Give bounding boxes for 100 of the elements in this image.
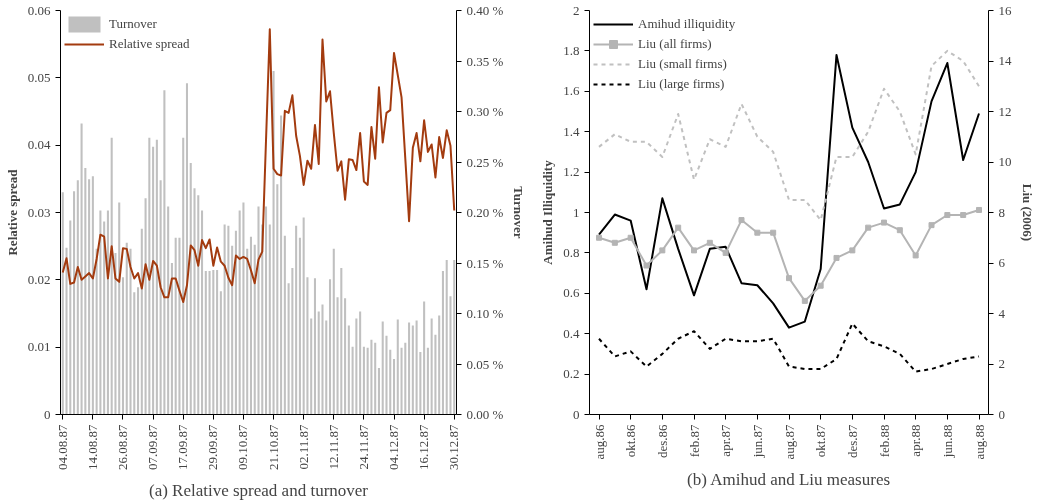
y2-tick-label: 0.20 % (466, 205, 504, 220)
bar (359, 311, 362, 415)
point (754, 229, 761, 236)
bar (408, 322, 411, 415)
x-tick-label: 12.11.87 (325, 424, 341, 470)
bar (106, 210, 109, 415)
bar (283, 235, 286, 415)
y2-tick-label: 0.25 % (466, 154, 504, 170)
bar (347, 325, 350, 415)
point (770, 229, 777, 236)
x-tick-label: 17.09.87 (175, 424, 191, 470)
point (675, 224, 682, 231)
bar (415, 320, 418, 415)
bar (155, 139, 158, 415)
bar (268, 224, 271, 415)
x-tick-label: 30.12.87 (446, 424, 462, 470)
bar (370, 339, 373, 415)
point (960, 212, 967, 219)
point (944, 212, 951, 219)
bar (61, 192, 64, 415)
bar (355, 318, 358, 415)
y-tick-label: 0.6 (563, 285, 580, 301)
bar (381, 321, 384, 415)
x-tick-label: 24.11.87 (355, 424, 371, 470)
bar (76, 180, 79, 415)
x-tick-label: 04.08.87 (54, 424, 70, 470)
x-tick-label: des.87 (844, 424, 860, 459)
x-tick-label: jun.87 (749, 424, 765, 459)
x-tick-label: okt.87 (813, 424, 829, 458)
y-axis-title: Amihud Illiquidity (540, 159, 556, 265)
bar (445, 259, 448, 415)
x-tick-label: aug.86 (591, 424, 607, 460)
bar (392, 358, 396, 415)
bar (125, 242, 128, 415)
y2-axis-title: Liu (2006) (1019, 183, 1035, 242)
x-tick-label: 02.11.87 (295, 424, 311, 470)
legend-label: Liu (small firms) (638, 56, 727, 72)
bar (212, 270, 215, 415)
bar (344, 298, 347, 415)
x-tick-label: 07.09.87 (145, 424, 161, 470)
bar (185, 83, 189, 415)
point (928, 222, 935, 229)
bar (295, 225, 298, 415)
point (849, 247, 856, 254)
y-tick-label: 1.8 (563, 42, 580, 58)
bar (140, 228, 143, 415)
y2-tick-label: 8 (998, 204, 1005, 220)
x-tick-label: 14.08.87 (84, 424, 100, 470)
bar (163, 90, 166, 415)
line-series (598, 49, 980, 222)
x-tick-label: jun.88 (939, 424, 955, 459)
y2-tick-label: 0.30 % (466, 104, 504, 119)
x-tick-label: des.86 (654, 424, 670, 459)
point (611, 239, 618, 246)
y-tick-label: 0.06 (27, 2, 51, 18)
y-tick-label: 0.04 (27, 137, 51, 153)
bar (453, 259, 456, 415)
legend-label: Turnover (109, 16, 157, 32)
point (659, 247, 666, 254)
bar (340, 268, 343, 415)
x-tick-label: 21.10.87 (265, 424, 281, 470)
point (706, 239, 713, 246)
bar (313, 278, 316, 415)
legend-label: Relative spread (109, 36, 190, 52)
x-tick-label: 16.12.87 (416, 424, 432, 470)
bar (257, 206, 260, 415)
y-tick-label: 2 (573, 2, 580, 18)
bar (438, 315, 441, 415)
point (627, 234, 634, 241)
bar (216, 270, 219, 415)
y-tick-label: 0.01 (27, 339, 51, 355)
point (976, 206, 982, 213)
bar (310, 318, 313, 415)
bar (88, 179, 91, 415)
bar (430, 318, 433, 415)
x-tick-label: feb.88 (876, 424, 892, 458)
bar (377, 368, 380, 415)
y-tick-label: 1.2 (563, 164, 580, 180)
point (722, 249, 729, 256)
x-tick-label: feb.87 (686, 424, 702, 458)
bar (249, 236, 253, 415)
y-tick-label: 1.6 (563, 83, 580, 99)
bar (223, 224, 226, 415)
y-tick-label: 0.02 (27, 271, 51, 287)
line-series (598, 53, 980, 329)
bar (201, 210, 204, 415)
point (896, 227, 903, 234)
x-tick-label: apr.88 (908, 424, 924, 457)
point (833, 254, 840, 261)
y2-tick-label: 0.05 % (466, 356, 504, 372)
bar (103, 221, 106, 415)
y2-tick-label: 2 (998, 356, 1005, 371)
x-tick-label: 29.09.87 (205, 424, 221, 470)
bar (121, 277, 125, 415)
legend-label: Liu (large firms) (638, 76, 725, 92)
x-tick-label: okt.86 (623, 424, 639, 458)
bar (396, 319, 399, 415)
bar (208, 271, 211, 415)
line-series (598, 322, 980, 373)
bar (189, 163, 192, 415)
